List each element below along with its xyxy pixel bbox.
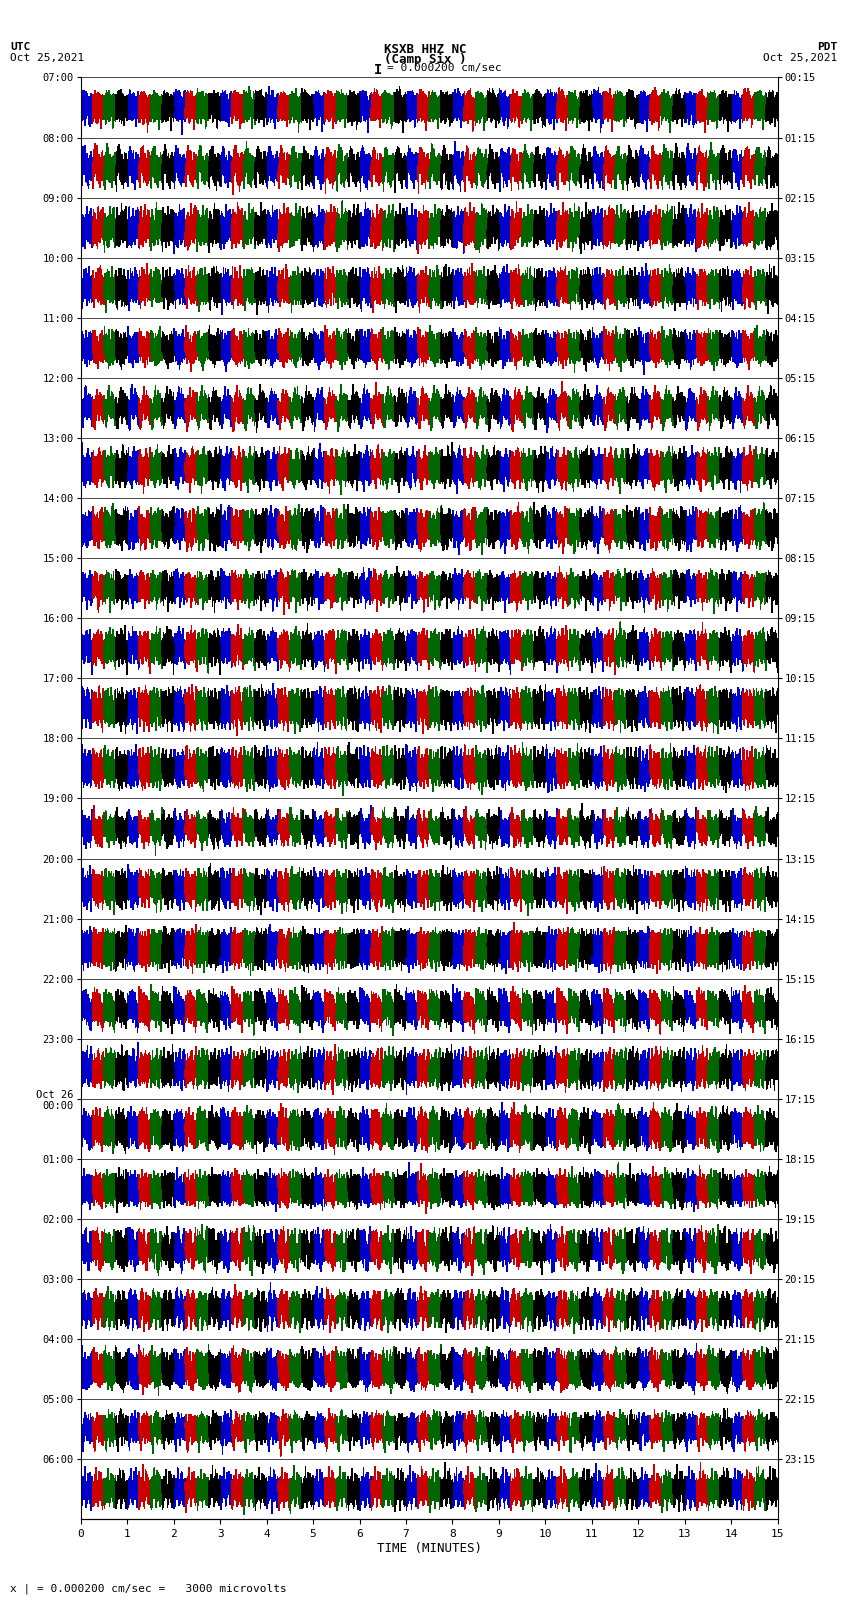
Text: KSXB HHZ NC: KSXB HHZ NC [383,44,467,56]
Text: = 0.000200 cm/sec: = 0.000200 cm/sec [387,63,501,73]
Text: UTC: UTC [10,42,31,52]
Text: I: I [374,63,382,77]
Text: Oct 25,2021: Oct 25,2021 [763,53,837,63]
Text: x | = 0.000200 cm/sec =   3000 microvolts: x | = 0.000200 cm/sec = 3000 microvolts [10,1582,287,1594]
Text: PDT: PDT [817,42,837,52]
Text: Oct 25,2021: Oct 25,2021 [10,53,84,63]
X-axis label: TIME (MINUTES): TIME (MINUTES) [377,1542,482,1555]
Text: (Camp Six ): (Camp Six ) [383,53,467,66]
